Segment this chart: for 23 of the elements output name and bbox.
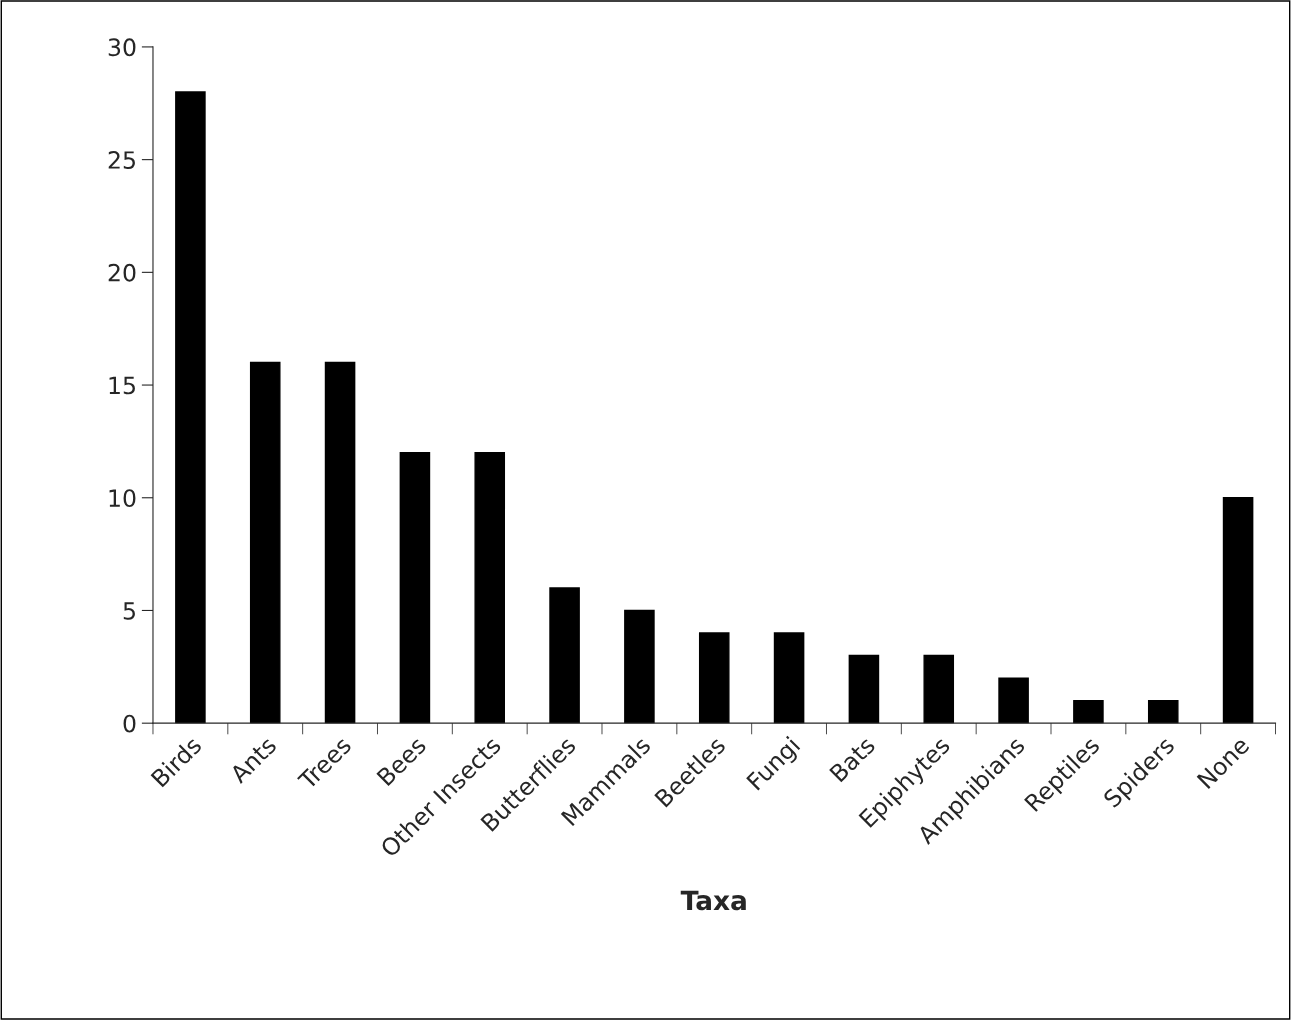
y-tick-label: 5: [123, 602, 135, 620]
bar: [1073, 699, 1104, 724]
bar: [474, 451, 506, 724]
y-tick-label: 20: [108, 263, 136, 282]
y-tick-label: 30: [108, 38, 136, 57]
bar: [998, 677, 1029, 724]
bar: [175, 91, 206, 724]
y-tick-label: 0: [123, 714, 136, 733]
bar: [324, 361, 356, 724]
bar: [698, 632, 730, 724]
bar: [848, 654, 880, 724]
y-tick-label: 25: [108, 151, 135, 169]
y-tick-label: 10: [109, 489, 136, 508]
bar: [399, 451, 431, 724]
bar: [249, 361, 281, 724]
bar: [923, 654, 955, 724]
y-tick-label: 15: [109, 376, 135, 395]
bar: [1147, 699, 1179, 724]
x-axis-title: Taxa: [680, 890, 746, 911]
bar: [624, 609, 655, 724]
bar: [549, 587, 580, 724]
bar: [773, 632, 805, 724]
bar: [1222, 497, 1254, 724]
